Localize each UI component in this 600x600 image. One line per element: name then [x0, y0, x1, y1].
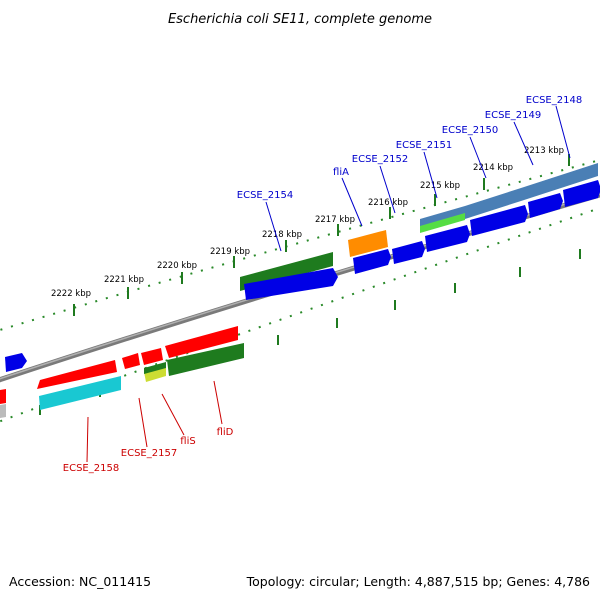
label-ECSE-2150: ECSE_2150 [442, 125, 498, 136]
gene-ECSE-2151-inner[interactable] [420, 213, 465, 233]
reverse-genes [0, 326, 244, 418]
tick-label: 2220 kbp [157, 261, 197, 271]
gene-red-2[interactable] [141, 348, 163, 365]
label-fliA: fliA [333, 167, 349, 178]
gene-ECSE-2148[interactable] [521, 163, 598, 201]
gene-blue-5[interactable] [392, 241, 425, 264]
accession-text: Accession: NC_011415 [9, 574, 151, 589]
gene-blue-7[interactable] [244, 268, 338, 300]
genome-stats-text: Topology: circular; Length: 4,887,515 bp… [246, 574, 590, 589]
tick-label: 2217 kbp [315, 215, 355, 225]
tick-label: 2213 kbp [524, 146, 564, 156]
gene-red-5[interactable] [0, 389, 6, 404]
label-ECSE-2154: ECSE_2154 [237, 190, 293, 201]
gene-red-4[interactable] [37, 360, 117, 389]
gene-red-1[interactable] [165, 326, 238, 358]
map-title: Escherichia coli SE11, complete genome [168, 12, 432, 27]
tick-label: 2218 kbp [262, 230, 302, 240]
gene-blue-6[interactable] [353, 249, 391, 274]
gene-fliS-green[interactable] [144, 362, 166, 374]
gene-blue-4[interactable] [425, 225, 470, 252]
label-ECSE-2149: ECSE_2149 [485, 110, 541, 121]
label-ECSE-2151: ECSE_2151 [396, 140, 452, 151]
gene-ECSE-2149[interactable] [465, 188, 521, 219]
tick-label: 2215 kbp [420, 181, 460, 191]
tick-label: 2221 kbp [104, 275, 144, 285]
forward-tick-track [0, 159, 600, 332]
label-ECSE-2148: ECSE_2148 [526, 95, 582, 106]
label-fliS: fliS [180, 436, 195, 447]
forward-genes [5, 163, 600, 372]
tick-label: 2214 kbp [473, 163, 513, 173]
label-ECSE-2157: ECSE_2157 [121, 448, 177, 459]
gene-grey[interactable] [0, 404, 6, 418]
gene-red-3[interactable] [122, 353, 140, 369]
gene-fliD[interactable] [167, 343, 244, 376]
gene-labels: ECSE_2148 ECSE_2149 ECSE_2150 ECSE_2151 … [63, 95, 582, 474]
gene-ECSE-2158[interactable] [39, 376, 121, 410]
gene-fliS-yellow[interactable] [144, 366, 166, 382]
gene-blue-1[interactable] [563, 180, 600, 207]
tick-layer: 2213 kbp 2214 kbp 2215 kbp 2216 kbp 2217 kbp… [39, 146, 581, 415]
gene-blue-2[interactable] [528, 193, 563, 218]
gene-blue-8[interactable] [5, 353, 27, 372]
tick-label: 2219 kbp [210, 247, 250, 257]
label-ECSE-2152: ECSE_2152 [352, 154, 408, 165]
gene-fliA[interactable] [348, 230, 388, 257]
label-ECSE-2158: ECSE_2158 [63, 463, 119, 474]
tick-label: 2216 kbp [368, 198, 408, 208]
tick-label: 2222 kbp [51, 289, 91, 299]
label-fliD: fliD [217, 427, 234, 438]
gene-blue-3[interactable] [470, 205, 528, 236]
label-leaders [86, 105, 571, 463]
